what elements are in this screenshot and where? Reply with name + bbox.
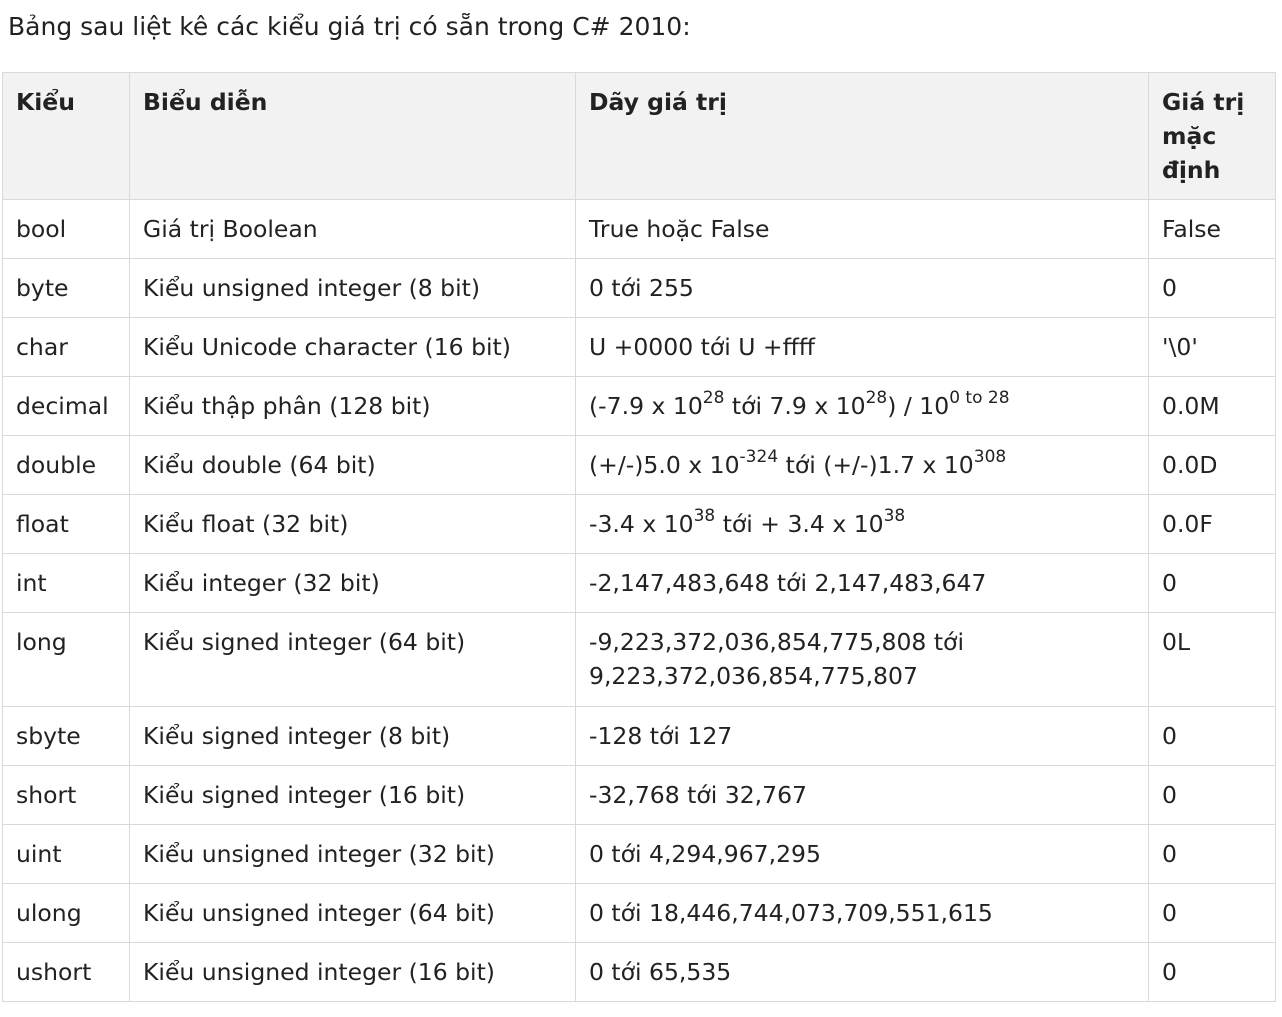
table-row: long Kiểu signed integer (64 bit) -9,223,3…: [2, 612, 1276, 707]
cell-description: Kiểu unsigned integer (16 bit): [129, 942, 576, 1002]
cell-range: -3.4 x 1038 tới + 3.4 x 1038: [575, 494, 1149, 554]
cell-range: True hoặc False: [575, 199, 1149, 259]
range-exponent: 308: [973, 447, 1007, 468]
table-row: short Kiểu signed integer (16 bit) -32,768…: [2, 765, 1276, 825]
table-row: double Kiểu double (64 bit) (+/-)5.0 x 10-…: [2, 435, 1276, 495]
table-row: ushort Kiểu unsigned integer (16 bit) 0 tớ…: [2, 942, 1276, 1002]
cell-type: uint: [2, 824, 130, 884]
range-text: tới 7.9 x 10: [724, 392, 866, 420]
cell-description: Giá trị Boolean: [129, 199, 576, 259]
cell-range: (-7.9 x 1028 tới 7.9 x 1028) / 100 to 28: [575, 376, 1149, 436]
range-text: tới + 3.4 x 10: [715, 510, 884, 538]
cell-type: bool: [2, 199, 130, 259]
cell-range: 0 tới 4,294,967,295: [575, 824, 1149, 884]
cell-range: (+/-)5.0 x 10-324 tới (+/-)1.7 x 10308: [575, 435, 1149, 495]
cell-type: ulong: [2, 883, 130, 943]
cell-default: 0.0D: [1148, 435, 1276, 495]
cell-default: 0: [1148, 553, 1276, 613]
header-range: Dãy giá trị: [575, 72, 1149, 200]
cell-range: -2,147,483,648 tới 2,147,483,647: [575, 553, 1149, 613]
cell-range: U +0000 tới U +ffff: [575, 317, 1149, 377]
table-row: bool Giá trị Boolean True hoặc False False: [2, 199, 1276, 259]
cell-description: Kiểu double (64 bit): [129, 435, 576, 495]
cell-description: Kiểu unsigned integer (32 bit): [129, 824, 576, 884]
cell-default: False: [1148, 199, 1276, 259]
cell-default: 0L: [1148, 612, 1276, 707]
range-exponent: -324: [739, 447, 779, 468]
range-line: 9,223,372,036,854,775,807: [589, 662, 918, 690]
cell-type: decimal: [2, 376, 130, 436]
header-default: Giá trị mặc định: [1148, 72, 1276, 200]
cell-description: Kiểu thập phân (128 bit): [129, 376, 576, 436]
range-text: ) / 10: [887, 392, 950, 420]
table-row: int Kiểu integer (32 bit) -2,147,483,648 t…: [2, 553, 1276, 613]
range-exponent: 28: [865, 388, 888, 409]
range-exponent: 0 to 28: [949, 388, 1010, 409]
cell-description: Kiểu signed integer (16 bit): [129, 765, 576, 825]
cell-range: -9,223,372,036,854,775,808 tới 9,223,372,…: [575, 612, 1149, 707]
range-exponent: 38: [883, 506, 906, 527]
cell-range: -128 tới 127: [575, 706, 1149, 766]
cell-description: Kiểu unsigned integer (8 bit): [129, 258, 576, 318]
table-row: sbyte Kiểu signed integer (8 bit) -128 tới…: [2, 706, 1276, 766]
cell-range: 0 tới 18,446,744,073,709,551,615: [575, 883, 1149, 943]
range-exponent: 38: [693, 506, 716, 527]
cell-default: 0: [1148, 706, 1276, 766]
range-text: (+/-)5.0 x 10: [589, 451, 740, 479]
cell-type: char: [2, 317, 130, 377]
cell-type: long: [2, 612, 130, 707]
cell-type: short: [2, 765, 130, 825]
cell-type: double: [2, 435, 130, 495]
cell-default: 0: [1148, 258, 1276, 318]
range-text: (-7.9 x 10: [589, 392, 703, 420]
cell-description: Kiểu float (32 bit): [129, 494, 576, 554]
cell-type: ushort: [2, 942, 130, 1002]
cell-default: 0: [1148, 765, 1276, 825]
value-types-table: Kiểu Biểu diễn Dãy giá trị Giá trị mặc đ…: [2, 72, 1276, 1002]
cell-range: -32,768 tới 32,767: [575, 765, 1149, 825]
cell-type: int: [2, 553, 130, 613]
cell-type: sbyte: [2, 706, 130, 766]
cell-type: float: [2, 494, 130, 554]
header-type: Kiểu: [2, 72, 130, 200]
header-description: Biểu diễn: [129, 72, 576, 200]
cell-type: byte: [2, 258, 130, 318]
cell-default: 0: [1148, 942, 1276, 1002]
cell-description: Kiểu signed integer (64 bit): [129, 612, 576, 707]
cell-description: Kiểu Unicode character (16 bit): [129, 317, 576, 377]
range-text: tới (+/-)1.7 x 10: [778, 451, 974, 479]
table-row: decimal Kiểu thập phân (128 bit) (-7.9 x 1…: [2, 376, 1276, 436]
range-exponent: 28: [702, 388, 725, 409]
table-row: uint Kiểu unsigned integer (32 bit) 0 tới …: [2, 824, 1276, 884]
cell-range: 0 tới 255: [575, 258, 1149, 318]
cell-default: 0.0F: [1148, 494, 1276, 554]
cell-description: Kiểu unsigned integer (64 bit): [129, 883, 576, 943]
range-line: -9,223,372,036,854,775,808 tới: [589, 628, 964, 656]
cell-default: '\0': [1148, 317, 1276, 377]
cell-default: 0.0M: [1148, 376, 1276, 436]
cell-description: Kiểu integer (32 bit): [129, 553, 576, 613]
table-row: char Kiểu Unicode character (16 bit) U +00…: [2, 317, 1276, 377]
table-row: byte Kiểu unsigned integer (8 bit) 0 tới 2…: [2, 258, 1276, 318]
range-text: -3.4 x 10: [589, 510, 694, 538]
cell-range: 0 tới 65,535: [575, 942, 1149, 1002]
cell-description: Kiểu signed integer (8 bit): [129, 706, 576, 766]
intro-text: Bảng sau liệt kê các kiểu giá trị có sẵn…: [8, 12, 691, 41]
header-row: Kiểu Biểu diễn Dãy giá trị Giá trị mặc đ…: [2, 72, 1276, 200]
cell-default: 0: [1148, 883, 1276, 943]
table-row: ulong Kiểu unsigned integer (64 bit) 0 tới…: [2, 883, 1276, 943]
cell-default: 0: [1148, 824, 1276, 884]
table-row: float Kiểu float (32 bit) -3.4 x 1038 tới …: [2, 494, 1276, 554]
